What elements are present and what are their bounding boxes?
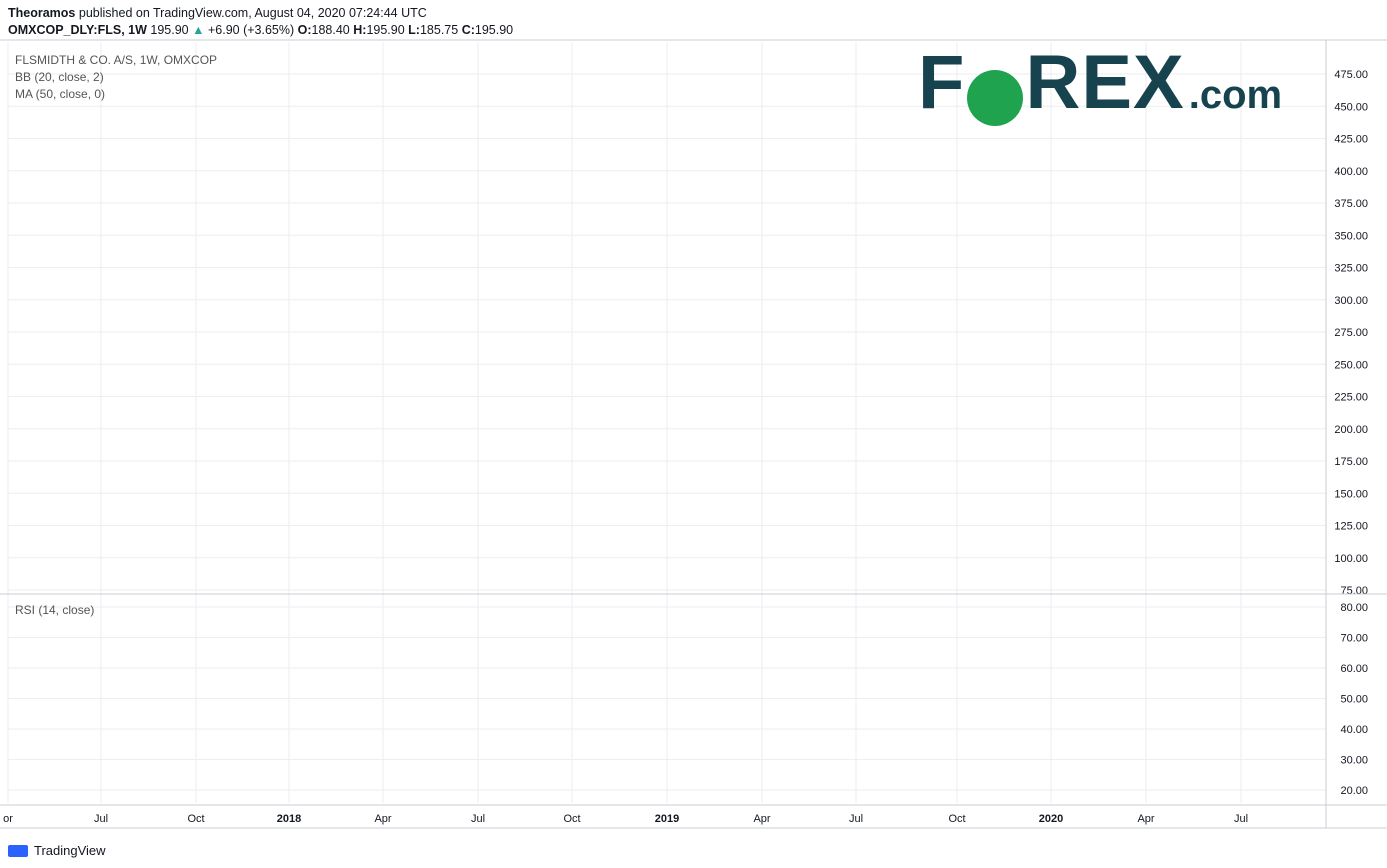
publish-header: Theoramos published on TradingView.com, … [8, 6, 427, 20]
y-tick-label: 400.00 [1334, 166, 1368, 178]
y-tick-label: 475.00 [1334, 69, 1368, 81]
plot-background [0, 40, 1387, 828]
tradingview-logo-icon [8, 844, 28, 857]
y-tick-label: 125.00 [1334, 521, 1368, 533]
logo-right: REX [1025, 40, 1185, 125]
x-tick-label: Jul [849, 813, 863, 825]
x-tick-label: Jul [1234, 813, 1248, 825]
forex-logo: F REX .com [918, 45, 1283, 126]
symbol-header: OMXCOP_DLY:FLS, 1W 195.90 ▲ +6.90 (+3.65… [8, 23, 514, 37]
ohlc-low: 185.75 [419, 23, 459, 37]
y-tick-label: 200.00 [1334, 424, 1368, 436]
last-price: 195.90 [150, 23, 189, 37]
logo-o-icon [967, 69, 1024, 126]
x-tick-label: Apr [374, 813, 391, 825]
x-tick-label: 2019 [655, 813, 679, 825]
ohlc-close: 195.90 [474, 23, 514, 37]
chart-title: FLSMIDTH & CO. A/S, 1W, OMXCOP [15, 53, 218, 67]
author-name: Theoramos [8, 6, 76, 20]
tradingview-brand: TradingView [34, 843, 106, 858]
logo-suffix: .com [1188, 73, 1283, 117]
y-tick-label: 450.00 [1334, 101, 1368, 113]
y-tick-label: 325.00 [1334, 263, 1368, 275]
rsi-tick-label: 50.00 [1340, 694, 1368, 706]
rsi-legend: RSI (14, close) [15, 603, 95, 617]
y-tick-label: 425.00 [1334, 134, 1368, 146]
ohlc-open: 188.40 [311, 23, 350, 37]
symbol-name: OMXCOP_DLY:FLS, 1W [8, 23, 147, 37]
y-tick-label: 225.00 [1334, 392, 1368, 404]
change-up-icon: ▲ [192, 23, 205, 37]
rsi-tick-label: 60.00 [1340, 663, 1368, 675]
rsi-tick-label: 30.00 [1340, 755, 1368, 767]
y-tick-label: 275.00 [1334, 327, 1368, 339]
x-tick-label: Apr [1137, 813, 1154, 825]
y-tick-label: 350.00 [1334, 230, 1368, 242]
ohlc-high: 195.90 [366, 23, 405, 37]
tradingview-footer[interactable]: TradingView [8, 843, 106, 858]
y-tick-label: 100.00 [1334, 553, 1368, 565]
x-tick-label: Apr [753, 813, 770, 825]
x-tick-label: Oct [948, 813, 965, 825]
logo-left: F [918, 40, 966, 125]
x-tick-label: Oct [187, 813, 204, 825]
axes: or Jul Oct 2018 Apr Jul Oct 2019 Apr Jul Oct 2020 Ap… [0, 39, 1387, 829]
x-tick-label: Oct [563, 813, 580, 825]
y-tick-label: 75.00 [1340, 585, 1368, 597]
ma-legend: MA (50, close, 0) [15, 87, 106, 101]
y-tick-label: 300.00 [1334, 295, 1368, 307]
price-change: +6.90 (+3.65%) [207, 23, 295, 37]
rsi-tick-label: 80.00 [1340, 602, 1368, 614]
bb-legend: BB (20, close, 2) [15, 70, 104, 84]
rsi-tick-label: 40.00 [1340, 724, 1368, 736]
y-tick-label: 175.00 [1334, 456, 1368, 468]
y-tick-label: 375.00 [1334, 198, 1368, 210]
y-tick-label: 250.00 [1334, 359, 1368, 371]
x-tick-label: 2018 [277, 813, 301, 825]
x-tick-label: or [3, 813, 13, 825]
x-tick-label: Jul [471, 813, 485, 825]
publish-info: published on TradingView.com, August 04,… [78, 6, 427, 20]
rsi-tick-label: 70.00 [1340, 633, 1368, 645]
y-tick-label: 150.00 [1334, 488, 1368, 500]
x-tick-label: 2020 [1039, 813, 1063, 825]
rsi-tick-label: 20.00 [1340, 785, 1368, 797]
x-tick-label: Jul [94, 813, 108, 825]
